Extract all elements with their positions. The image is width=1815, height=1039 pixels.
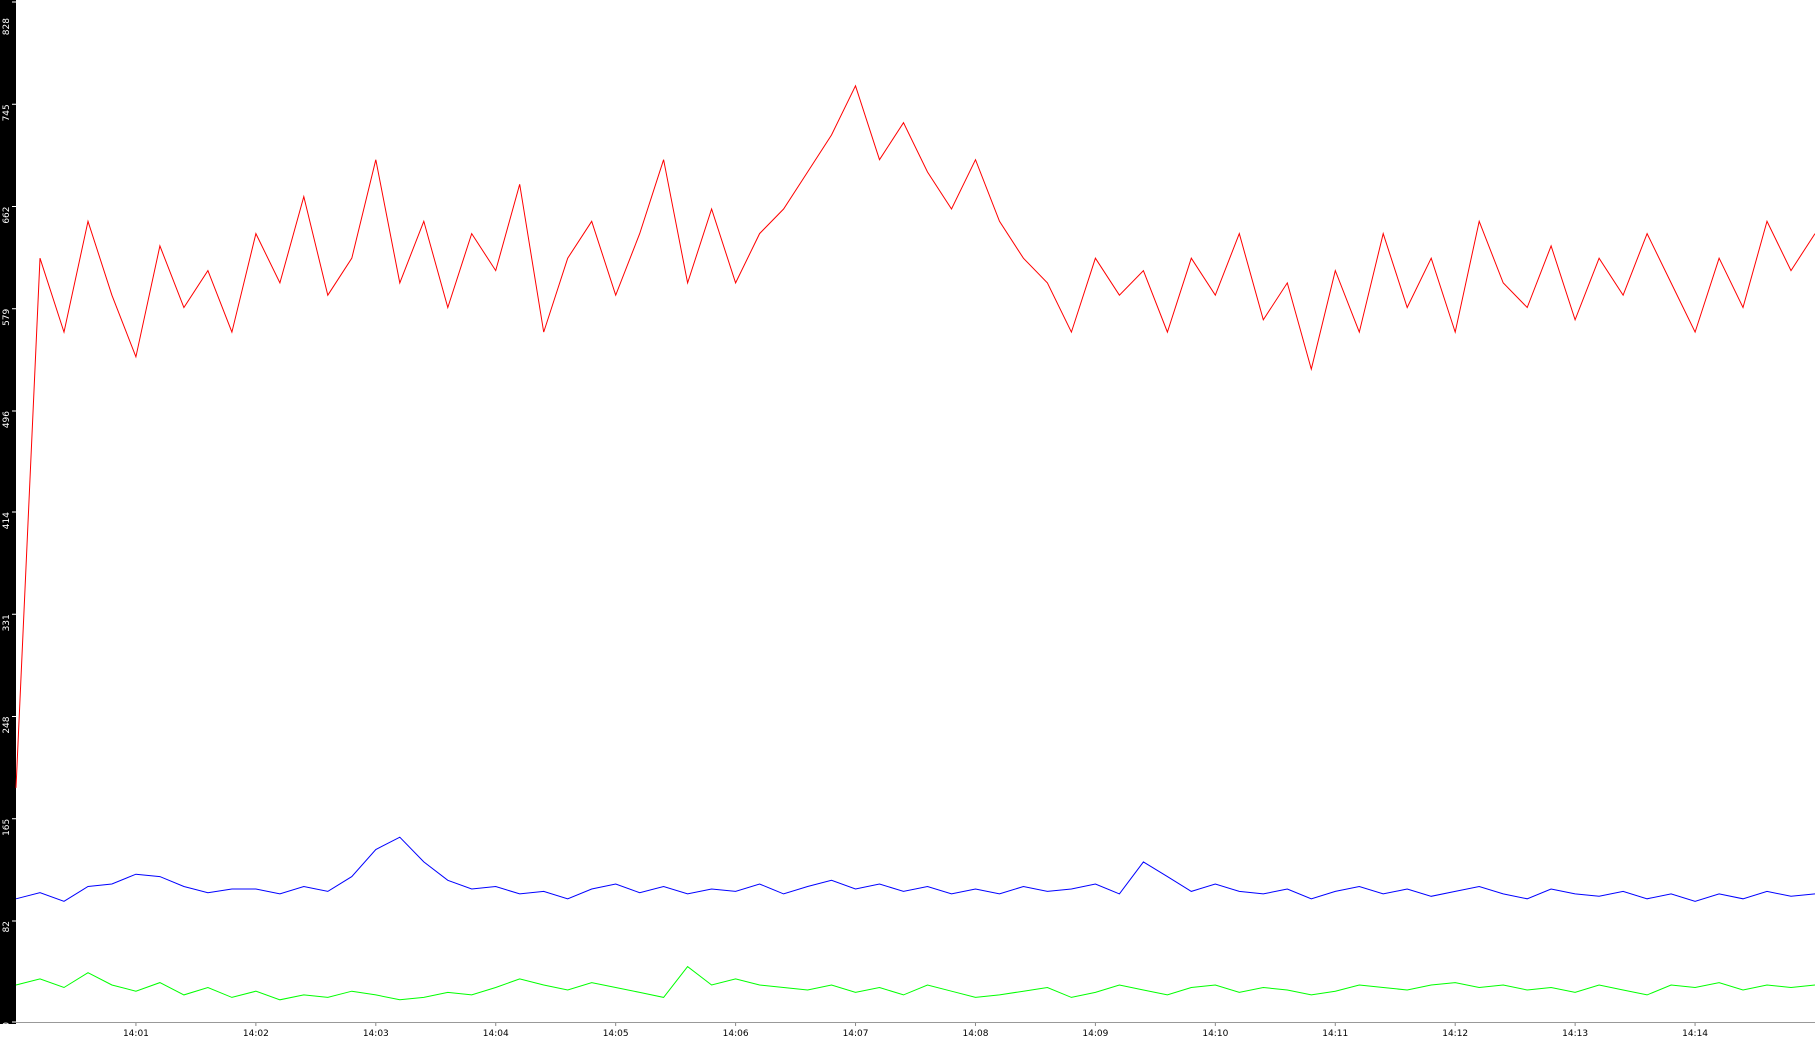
y-tick-label: 248 <box>2 716 12 733</box>
x-tick-label: 14:06 <box>723 1029 749 1039</box>
y-tick-label: 662 <box>2 206 12 223</box>
y-tick-label: 331 <box>2 614 12 631</box>
x-tick-label: 14:02 <box>243 1029 269 1039</box>
x-tick-label: 14:03 <box>363 1029 389 1039</box>
x-tick-label: 14:13 <box>1562 1029 1588 1039</box>
y-tick-label: 579 <box>2 308 12 325</box>
data-line <box>15 836 1815 902</box>
data-line <box>15 84 1815 788</box>
x-tick-label: 14:08 <box>962 1029 988 1039</box>
y-tick-label: 165 <box>2 819 12 836</box>
x-tick-label: 14:01 <box>123 1029 149 1039</box>
x-tick-label: 14:10 <box>1202 1029 1228 1039</box>
y-tick-label: 82 <box>2 921 12 932</box>
y-tick-label: 745 <box>2 104 12 121</box>
x-tick-label: 14:09 <box>1082 1029 1108 1039</box>
y-tick-label: 496 <box>2 411 12 428</box>
x-tick-label: 14:14 <box>1682 1029 1708 1039</box>
x-tick-label: 14:11 <box>1322 1029 1348 1039</box>
x-tick-label: 14:05 <box>603 1029 629 1039</box>
x-tick-label: 14:07 <box>843 1029 869 1039</box>
y-tick-label: 828 <box>2 18 12 35</box>
x-tick-label: 14:04 <box>483 1029 509 1039</box>
y-tick-label: 414 <box>2 512 12 529</box>
y-tick-label: 0 <box>2 1022 12 1028</box>
y-axis-strip <box>0 0 16 1024</box>
x-tick-label: 14:12 <box>1442 1029 1468 1039</box>
data-line <box>15 965 1815 1001</box>
